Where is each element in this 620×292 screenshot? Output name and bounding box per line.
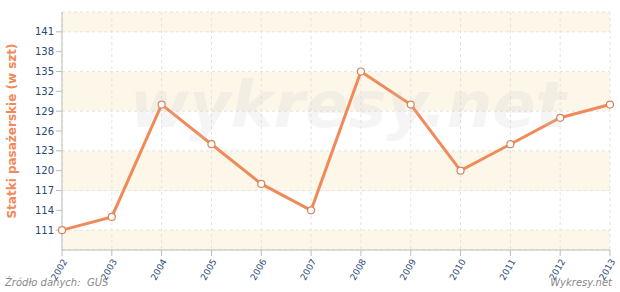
svg-text:2002: 2002: [49, 257, 70, 282]
svg-text:120: 120: [35, 165, 54, 176]
svg-text:2009: 2009: [398, 257, 418, 282]
svg-text:2010: 2010: [448, 257, 468, 282]
svg-text:126: 126: [35, 126, 54, 137]
svg-text:132: 132: [35, 86, 54, 97]
svg-text:2011: 2011: [498, 257, 518, 282]
svg-text:2003: 2003: [99, 257, 120, 282]
svg-text:Statki pasażerskie (w szt): Statki pasażerskie (w szt): [8, 43, 19, 218]
svg-text:2007: 2007: [298, 257, 318, 282]
svg-text:135: 135: [35, 66, 54, 77]
svg-text:114: 114: [35, 205, 54, 216]
html-text:wykresy.net: wykresy.net: [130, 68, 567, 142]
svg-text:123: 123: [35, 145, 54, 156]
svg-text:111: 111: [35, 225, 54, 236]
svg-text:117: 117: [35, 185, 54, 196]
html-text:Wykresy.net: Wykresy.net: [550, 277, 612, 288]
svg-text:2012: 2012: [547, 257, 568, 282]
svg-text:141: 141: [35, 26, 54, 37]
svg-text:2004: 2004: [149, 257, 169, 282]
svg-text:2008: 2008: [348, 257, 368, 282]
svg-text:2005: 2005: [199, 257, 219, 282]
html-text:Źródło danych: GUS: Źródło danych: GUS: [5, 277, 109, 288]
svg-text:2006: 2006: [248, 257, 268, 282]
svg-text:138: 138: [35, 46, 54, 57]
svg-text:129: 129: [35, 106, 54, 117]
